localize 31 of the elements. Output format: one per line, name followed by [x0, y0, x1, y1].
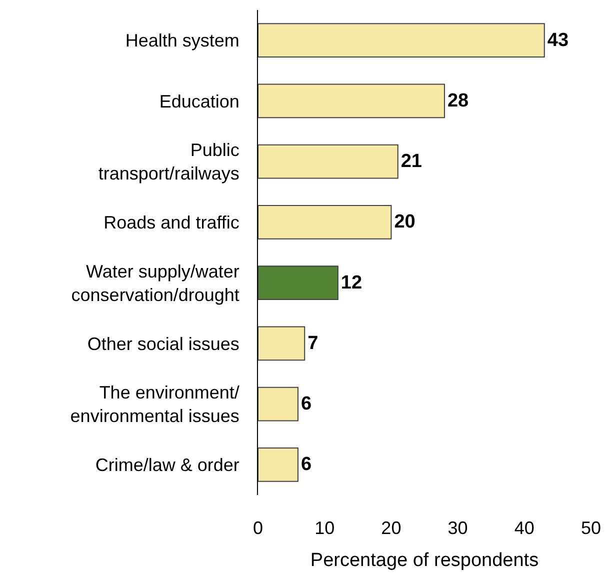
x-tick-label: 0: [252, 518, 264, 538]
x-tick-label: 20: [381, 518, 402, 538]
y-tick-label: Water supply/water conservation/drought: [71, 261, 240, 305]
data-label: 21: [400, 151, 422, 172]
y-tick-label: Crime/law & order: [95, 454, 240, 475]
y-tick-label: Other social issues: [87, 334, 240, 354]
x-tick-label: 40: [514, 518, 534, 538]
y-tick-label: Roads and traffic: [104, 212, 240, 232]
bar: [258, 386, 298, 422]
bar: [258, 23, 545, 58]
bar: [258, 84, 445, 118]
data-label: 6: [300, 394, 312, 415]
bar: [258, 266, 338, 300]
data-label: 12: [340, 272, 362, 294]
x-tick-label: 10: [314, 518, 335, 538]
data-label: 6: [300, 454, 312, 476]
y-tick-label: Public transport/railways: [98, 140, 240, 184]
y-tick-label: The environment/ environmental issues: [70, 382, 240, 426]
x-tick-label: 30: [448, 518, 468, 538]
y-tick-label: Education: [159, 91, 240, 112]
data-label: 20: [394, 212, 416, 233]
bar: [258, 326, 306, 361]
x-axis-title: Percentage of respondents: [310, 550, 539, 571]
bar: [258, 205, 392, 240]
x-tick-label: 50: [580, 518, 602, 538]
data-label: 7: [308, 332, 318, 354]
data-label: 28: [447, 90, 469, 112]
bar: [258, 144, 398, 179]
y-tick-label: Health system: [125, 30, 240, 51]
bar: [258, 448, 298, 482]
data-label: 43: [547, 30, 569, 51]
